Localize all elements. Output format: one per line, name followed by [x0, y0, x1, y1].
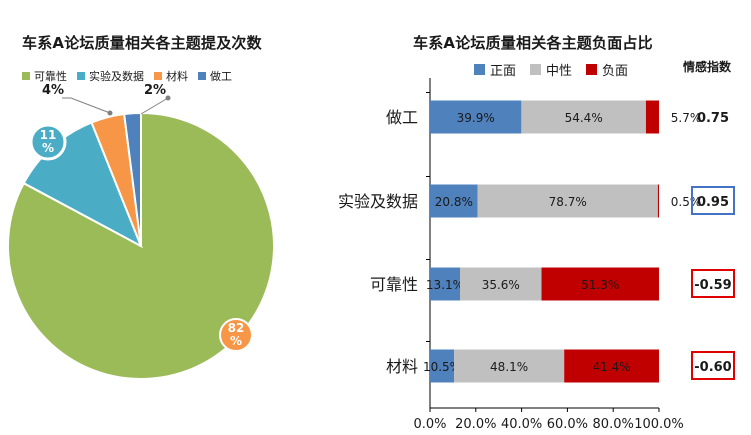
sentiment-index-header: 情感指数 — [683, 60, 732, 74]
y-category-label: 材料 — [386, 357, 418, 376]
legend-swatch — [77, 72, 85, 80]
x-tick-label: 40.0% — [501, 417, 542, 432]
bar-data-label: 54.4% — [565, 111, 603, 125]
bar-segment — [430, 100, 522, 134]
sentiment-index-value: 0.95 — [697, 195, 729, 210]
bar-segment — [430, 349, 455, 383]
pie-legend: 可靠性 实验及数据 材料 做工 — [22, 68, 242, 84]
bar-segment — [521, 100, 646, 134]
legend-swatch — [198, 72, 206, 80]
x-tick-label: 20.0% — [455, 417, 496, 432]
y-category-label: 可靠性 — [370, 275, 418, 294]
bar-data-label: 5.7% — [671, 111, 702, 125]
leader-dot — [165, 95, 171, 101]
bar-data-label: 10.5% — [423, 360, 461, 374]
bar-legend-item: 负面 — [586, 60, 628, 79]
pie-data-label-unit: % — [42, 141, 54, 155]
bar-segment — [454, 349, 565, 383]
pie-chart-title: 车系A论坛质量相关各主题提及次数 — [22, 34, 262, 52]
bar-data-label: 35.6% — [482, 278, 520, 292]
bar-data-label: 0.5% — [671, 195, 702, 209]
pie-legend-item: 材料 — [154, 68, 188, 84]
bar-segment — [460, 267, 542, 301]
data-label-bubble — [29, 123, 67, 161]
leader-line — [140, 97, 169, 115]
bar-data-label: 51.3% — [581, 278, 619, 292]
pie-legend-item: 做工 — [198, 68, 232, 84]
leader-line — [62, 97, 111, 114]
sentiment-index-box — [691, 269, 735, 298]
bar-legend-item: 正面 — [474, 60, 516, 79]
pie-legend-label: 可靠性 — [34, 70, 67, 83]
bar-legend-label: 负面 — [602, 64, 629, 79]
x-tick-label: 60.0% — [547, 417, 588, 432]
bar-legend: 正面 中性 负面 — [474, 60, 642, 79]
pie-data-label: 11 — [40, 128, 57, 142]
pie-legend-item: 可靠性 — [22, 68, 67, 84]
bar-legend-label: 中性 — [546, 64, 573, 79]
bar-legend-label: 正面 — [490, 64, 517, 79]
legend-swatch — [22, 72, 30, 80]
pie-legend-label: 做工 — [210, 70, 232, 83]
y-category-label: 做工 — [386, 108, 418, 127]
bar-data-label: 39.9% — [457, 111, 495, 125]
bar-data-label: 13.1% — [426, 278, 464, 292]
legend-swatch — [586, 64, 598, 75]
pie-legend-label: 实验及数据 — [89, 70, 144, 83]
bar-data-label: 20.8% — [435, 195, 473, 209]
pie-data-label: 82 — [228, 321, 245, 335]
pie-slice — [123, 111, 142, 247]
sentiment-index-value: -0.60 — [694, 360, 731, 375]
legend-swatch — [474, 64, 485, 75]
data-label-bubble — [219, 318, 253, 352]
bar-chart-title: 车系A论坛质量相关各主题负面占比 — [413, 34, 653, 52]
bar-segment — [541, 267, 659, 301]
sentiment-index-value: -0.59 — [694, 278, 731, 293]
pie-data-label-unit: % — [230, 334, 242, 348]
x-tick-label: 0.0% — [413, 417, 446, 432]
bar-data-label: 41.4% — [593, 360, 631, 374]
leader-dot — [107, 110, 113, 116]
y-category-label: 实验及数据 — [338, 192, 418, 211]
pie-legend-item: 实验及数据 — [77, 68, 144, 84]
bar-legend-item: 中性 — [530, 60, 572, 79]
bar-segment — [430, 184, 478, 218]
bar-segment — [430, 267, 460, 301]
sentiment-index-value: 0.75 — [697, 111, 729, 126]
pie-data-label: 4% — [42, 83, 64, 98]
bar-segment — [645, 100, 659, 134]
bar-data-label: 78.7% — [549, 195, 587, 209]
bar-data-label: 48.1% — [490, 360, 528, 374]
sentiment-index-box — [691, 351, 735, 380]
bar-segment — [564, 349, 659, 383]
sentiment-index-box — [691, 186, 735, 215]
pie-data-label: 2% — [144, 83, 166, 98]
bar-segment — [477, 184, 658, 218]
x-tick-label: 100.0% — [634, 417, 684, 432]
legend-swatch — [154, 72, 162, 80]
pie-legend-label: 材料 — [166, 70, 188, 83]
x-tick-label: 80.0% — [593, 417, 634, 432]
bar-segment — [657, 184, 659, 218]
legend-swatch — [530, 64, 542, 75]
